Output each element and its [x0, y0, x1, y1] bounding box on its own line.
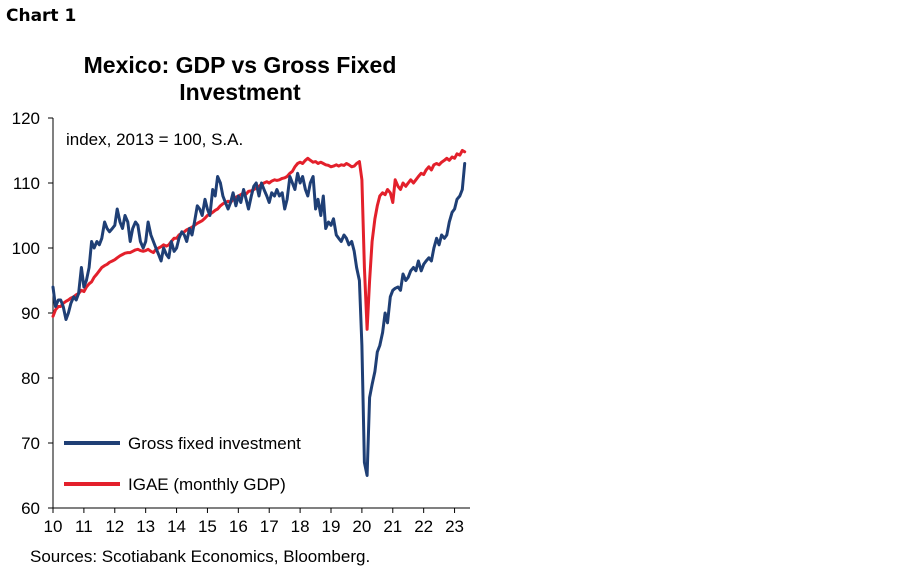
- x-tick-label: 14: [167, 517, 186, 536]
- x-tick-label: 16: [229, 517, 248, 536]
- x-tick-label: 23: [445, 517, 464, 536]
- x-axis-ticks: 10 11 12 13 14 15 16 17 18 19 20 21 22 23: [44, 508, 464, 536]
- source-note: Sources: Scotiabank Economics, Bloomberg…: [30, 547, 371, 566]
- legend: Gross fixed investment IGAE (monthly GDP…: [64, 434, 301, 494]
- y-tick-label: 90: [21, 304, 40, 323]
- y-tick-label: 60: [21, 499, 40, 518]
- x-tick-label: 17: [260, 517, 279, 536]
- legend-label-investment: Gross fixed investment: [128, 434, 301, 453]
- chart-annotation: index, 2013 = 100, S.A.: [66, 130, 243, 149]
- series-line-igae: [51, 149, 467, 331]
- x-tick-label: 20: [352, 517, 371, 536]
- y-axis-ticks: 60 70 80 90 100 110 120: [12, 109, 53, 518]
- chart-label: Chart 1: [6, 6, 77, 26]
- y-tick-label: 70: [21, 434, 40, 453]
- chart-title-line-1: Mexico: GDP vs Gross Fixed: [83, 52, 397, 78]
- chart-title: Mexico: GDP vs Gross Fixed Investment: [40, 52, 440, 106]
- chart-title-line-2: Investment: [179, 79, 301, 105]
- y-tick-label: 80: [21, 369, 40, 388]
- x-tick-label: 19: [322, 517, 341, 536]
- x-tick-label: 10: [44, 517, 63, 536]
- y-tick-label: 100: [12, 239, 40, 258]
- y-tick-label: 120: [12, 109, 40, 128]
- series-layer: [51, 149, 467, 477]
- legend-label-igae: IGAE (monthly GDP): [128, 475, 286, 494]
- x-tick-label: 22: [414, 517, 433, 536]
- x-tick-label: 18: [291, 517, 310, 536]
- x-tick-label: 21: [383, 517, 402, 536]
- x-tick-label: 13: [136, 517, 155, 536]
- x-tick-label: 15: [198, 517, 217, 536]
- x-tick-label: 11: [75, 517, 93, 536]
- x-tick-label: 12: [105, 517, 124, 536]
- series-line-investment: [51, 162, 467, 477]
- y-tick-label: 110: [13, 174, 40, 193]
